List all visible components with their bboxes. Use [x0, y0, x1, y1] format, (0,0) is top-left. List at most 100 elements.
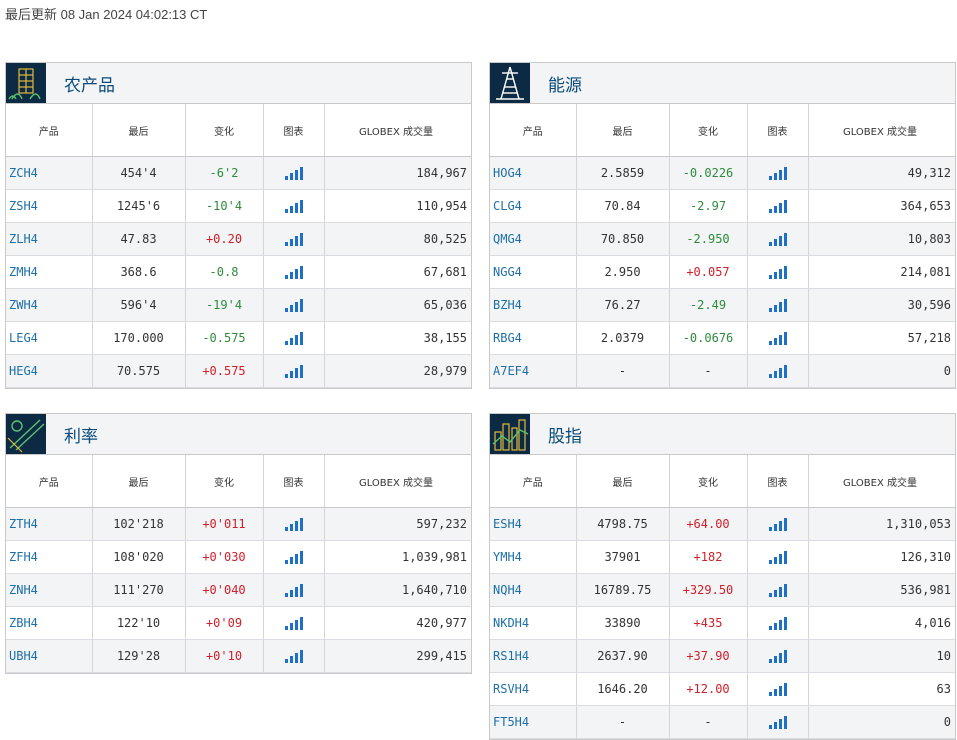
table-row: ZWH4 596'4 -19'4 65,036 [6, 288, 471, 322]
bar-chart-icon[interactable] [768, 298, 787, 312]
product-code-link[interactable]: NGG4 [490, 255, 577, 289]
table-row: UBH4 129'28 +0'10 299,415 [6, 639, 471, 673]
bar-chart-icon[interactable] [768, 364, 787, 378]
bar-chart-icon[interactable] [284, 298, 303, 312]
product-code-link[interactable]: ZWH4 [6, 288, 93, 322]
product-code-link[interactable]: LEG4 [6, 321, 93, 355]
bar-chart-icon[interactable] [768, 232, 787, 246]
table-row: BZH4 76.27 -2.49 30,596 [490, 288, 955, 322]
quotes-table: 产品 最后 变化 图表 GLOBEX 成交量 ESH4 4798.75 +64.00 1,310… [490, 455, 955, 739]
chart-cell [747, 156, 809, 190]
chart-cell [747, 255, 809, 289]
table-row: RBG4 2.0379 -0.0676 57,218 [490, 321, 955, 355]
bar-chart-icon[interactable] [768, 649, 787, 663]
bar-chart-icon[interactable] [284, 550, 303, 564]
bar-chart-icon[interactable] [284, 649, 303, 663]
bar-chart-icon[interactable] [284, 166, 303, 180]
product-code-link[interactable]: ZNH4 [6, 573, 93, 607]
chart-cell [263, 573, 325, 607]
product-code-link[interactable]: BZH4 [490, 288, 577, 322]
product-code-link[interactable]: RBG4 [490, 321, 577, 355]
product-code-link[interactable]: NKDH4 [490, 606, 577, 640]
globex-volume: 49,312 [808, 156, 955, 190]
table-row: LEG4 170.000 -0.575 38,155 [6, 321, 471, 355]
bar-chart-icon[interactable] [768, 265, 787, 279]
bar-chart-icon[interactable] [768, 550, 787, 564]
price-change: -0.0226 [669, 156, 748, 190]
product-code-link[interactable]: ZLH4 [6, 222, 93, 256]
product-code-link[interactable]: ZFH4 [6, 540, 93, 574]
bar-chart-icon[interactable] [768, 331, 787, 345]
header-chart: 图表 [263, 104, 325, 157]
bar-chart-icon[interactable] [768, 583, 787, 597]
header-chart: 图表 [263, 455, 325, 508]
table-row: QMG4 70.850 -2.950 10,803 [490, 222, 955, 256]
last-price: 596'4 [92, 288, 186, 322]
bar-chart-icon[interactable] [768, 166, 787, 180]
globex-volume: 0 [808, 705, 955, 739]
product-code-link[interactable]: RSVH4 [490, 672, 577, 706]
product-code-link[interactable]: ZTH4 [6, 507, 93, 541]
product-code-link[interactable]: YMH4 [490, 540, 577, 574]
globex-volume: 420,977 [324, 606, 471, 640]
last-price: 108'020 [92, 540, 186, 574]
header-product: 产品 [490, 104, 577, 157]
header-change: 变化 [669, 104, 748, 157]
bar-chart-icon[interactable] [284, 364, 303, 378]
product-code-link[interactable]: ZBH4 [6, 606, 93, 640]
header-globex-volume: GLOBEX 成交量 [324, 104, 471, 157]
product-code-link[interactable]: ESH4 [490, 507, 577, 541]
bar-chart-icon[interactable] [284, 232, 303, 246]
last-price: 16789.75 [576, 573, 670, 607]
product-code-link[interactable]: HEG4 [6, 354, 93, 388]
price-change: -10'4 [185, 189, 264, 223]
product-code-link[interactable]: ZMH4 [6, 255, 93, 289]
header-change: 变化 [185, 455, 264, 508]
globex-volume: 10 [808, 639, 955, 673]
bar-chart-icon[interactable] [284, 517, 303, 531]
table-row: ZSH4 1245'6 -10'4 110,954 [6, 189, 471, 223]
bar-chart-icon[interactable] [284, 331, 303, 345]
bar-chart-icon[interactable] [768, 199, 787, 213]
price-change: -2.49 [669, 288, 748, 322]
price-change: -6'2 [185, 156, 264, 190]
bar-chart-icon[interactable] [768, 682, 787, 696]
chart-cell [263, 606, 325, 640]
bar-chart-icon[interactable] [768, 517, 787, 531]
chart-cell [263, 156, 325, 190]
last-price: 33890 [576, 606, 670, 640]
product-code-link[interactable]: A7EF4 [490, 354, 577, 388]
table-row: A7EF4- -0 [490, 354, 955, 388]
product-code-link[interactable]: HOG4 [490, 156, 577, 190]
product-code-link[interactable]: ZCH4 [6, 156, 93, 190]
price-change: - [669, 354, 748, 388]
quotes-table: 产品 最后 变化 图表 GLOBEX 成交量 ZTH4 102'218 +0'011 597,2… [6, 455, 471, 673]
last-price: 2.950 [576, 255, 670, 289]
product-code-link[interactable]: QMG4 [490, 222, 577, 256]
table-row: ZTH4 102'218 +0'011 597,232 [6, 507, 471, 541]
product-code-link[interactable]: FT5H4 [490, 705, 577, 739]
table-row: ZBH4 122'10 +0'09 420,977 [6, 606, 471, 640]
chart-cell [263, 639, 325, 673]
globex-volume: 65,036 [324, 288, 471, 322]
bar-chart-icon[interactable] [284, 583, 303, 597]
quotes-table: 产品 最后 变化 图表 GLOBEX 成交量 HOG4 2.5859 -0.0226 49,31… [490, 104, 955, 388]
price-change: -2.950 [669, 222, 748, 256]
chart-cell [747, 189, 809, 223]
product-code-link[interactable]: ZSH4 [6, 189, 93, 223]
header-chart: 图表 [747, 104, 809, 157]
last-price: 102'218 [92, 507, 186, 541]
product-code-link[interactable]: UBH4 [6, 639, 93, 673]
bar-chart-icon[interactable] [284, 265, 303, 279]
bar-chart-icon[interactable] [284, 616, 303, 630]
bar-chart-icon[interactable] [768, 715, 787, 729]
bar-chart-icon[interactable] [284, 199, 303, 213]
product-code-link[interactable]: CLG4 [490, 189, 577, 223]
globex-volume: 10,803 [808, 222, 955, 256]
last-price: 70.84 [576, 189, 670, 223]
product-code-link[interactable]: NQH4 [490, 573, 577, 607]
bar-chart-icon[interactable] [768, 616, 787, 630]
product-code-link[interactable]: RS1H4 [490, 639, 577, 673]
price-change: - [669, 705, 748, 739]
chart-cell [747, 354, 809, 388]
